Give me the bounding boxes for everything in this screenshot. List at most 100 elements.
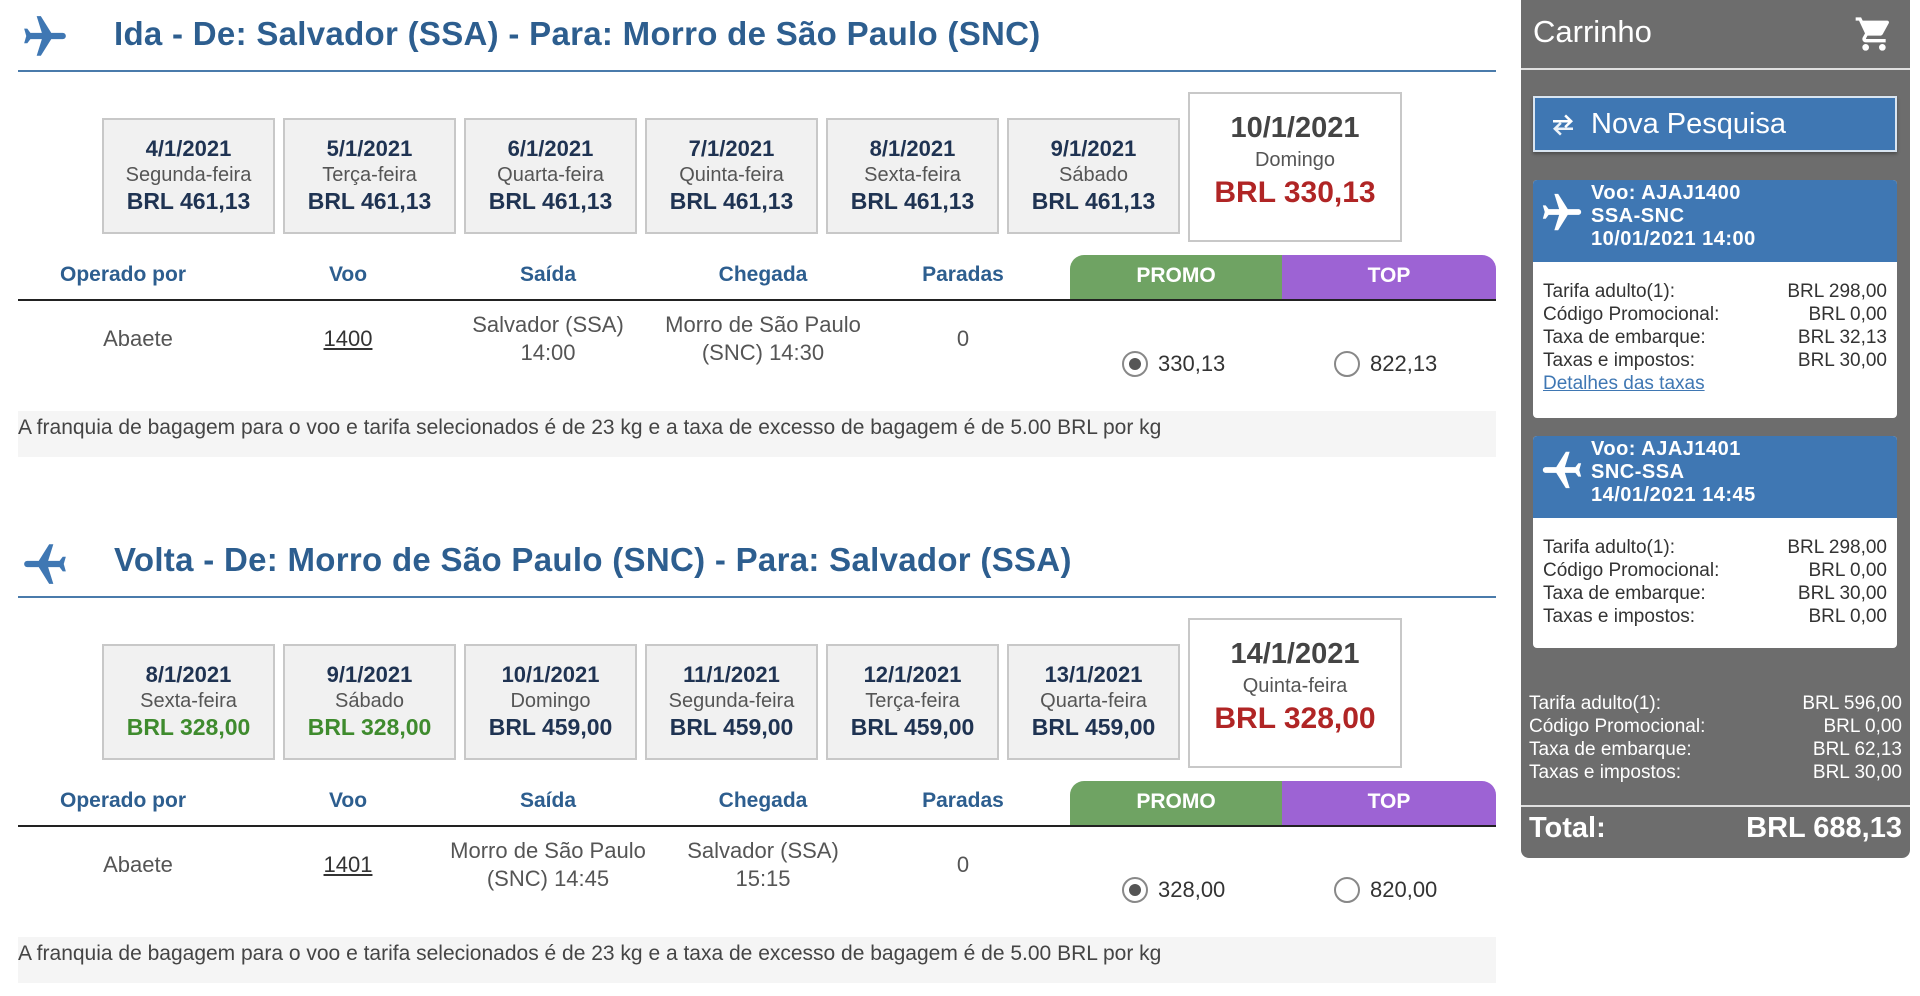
date-option[interactable]: 6/1/2021 Quarta-feira BRL 461,13: [464, 118, 637, 234]
cart-fee-list: Tarifa adulto(1): BRL 298,00 Código Promo…: [1543, 280, 1887, 395]
flight-number-link[interactable]: 1400: [323, 326, 373, 351]
radio-unchecked-icon[interactable]: [1334, 877, 1360, 903]
selected-date[interactable]: 14/1/2021 Quinta-feira BRL 328,00: [1188, 618, 1402, 768]
total-row: Taxas e impostos: BRL 30,00: [1529, 761, 1902, 784]
cart-panel: Carrinho Nova Pesquisa Voo: AJAJ1400 SSA…: [1521, 0, 1910, 858]
fee-label: Código Promocional:: [1543, 560, 1720, 581]
fee-label: Taxas e impostos:: [1543, 350, 1696, 371]
date-option[interactable]: 4/1/2021 Segunda-feira BRL 461,13: [102, 118, 275, 234]
date-option-price: BRL 461,13: [488, 188, 613, 214]
return-title: Volta - De: Morro de São Paulo (SNC) - P…: [114, 541, 1072, 578]
arrival-line1: Morro de São Paulo: [665, 312, 861, 337]
date-option[interactable]: 7/1/2021 Quinta-feira BRL 461,13: [645, 118, 818, 234]
fee-details-link[interactable]: Detalhes das taxas: [1543, 373, 1705, 394]
cart-header: Carrinho: [1521, 0, 1910, 70]
operator-name: Abaete: [103, 852, 173, 877]
col-top: TOP: [1282, 781, 1496, 825]
col-promo: PROMO: [1070, 255, 1282, 299]
new-search-label: Nova Pesquisa: [1591, 108, 1787, 140]
grand-total-value: BRL 688,13: [1746, 812, 1902, 844]
date-option-weekday: Quarta-feira: [1040, 690, 1147, 712]
col-flight: Voo: [328, 263, 368, 286]
date-option-weekday: Sexta-feira: [864, 164, 961, 186]
col-arrival: Chegada: [718, 789, 808, 812]
date-option[interactable]: 9/1/2021 Sábado BRL 461,13: [1007, 118, 1180, 234]
outbound-table-header: Operado por Voo Saída Chegada Paradas PR…: [18, 255, 1496, 301]
fee-value: BRL 30,00: [1797, 583, 1887, 604]
date-option[interactable]: 8/1/2021 Sexta-feira BRL 328,00: [102, 644, 275, 760]
col-flight: Voo: [328, 789, 368, 812]
departure-line2: (SNC) 14:45: [486, 866, 610, 891]
date-option-date: 9/1/2021: [1050, 136, 1137, 161]
date-option-price: BRL 461,13: [669, 188, 794, 214]
fee-label: Código Promocional:: [1543, 304, 1720, 325]
date-option-date: 12/1/2021: [863, 662, 962, 687]
date-option-date: 7/1/2021: [688, 136, 775, 161]
grand-total-label: Total:: [1529, 812, 1606, 844]
cart-title: Carrinho: [1533, 14, 1652, 49]
selected-date-date: 10/1/2021: [1230, 112, 1360, 144]
fee-value: BRL 0,00: [1808, 304, 1887, 325]
total-value: BRL 596,00: [1802, 693, 1902, 714]
arrival-info: Morro de São Paulo (SNC) 14:30: [648, 311, 878, 367]
date-option-weekday: Quarta-feira: [497, 164, 604, 186]
flight-row: Abaete 1400 Salvador (SSA) 14:00 Morro d…: [18, 301, 1496, 411]
date-option-weekday: Terça-feira: [322, 164, 417, 186]
promo-fare-radio[interactable]: 330,13: [1122, 351, 1225, 377]
date-option[interactable]: 5/1/2021 Terça-feira BRL 461,13: [283, 118, 456, 234]
top-fare-radio[interactable]: 820,00: [1334, 877, 1437, 903]
fee-row: Tarifa adulto(1): BRL 298,00: [1543, 536, 1887, 559]
radio-checked-icon[interactable]: [1122, 877, 1148, 903]
date-option-date: 8/1/2021: [869, 136, 956, 161]
col-departure: Saída: [519, 263, 577, 286]
total-label: Código Promocional:: [1529, 716, 1706, 737]
operator-name: Abaete: [103, 326, 173, 351]
date-option-date: 11/1/2021: [683, 662, 780, 687]
outbound-date-carousel: 4/1/2021 Segunda-feira BRL 461,13 5/1/20…: [102, 92, 1422, 242]
promo-fare-radio[interactable]: 328,00: [1122, 877, 1225, 903]
plane-icon: [1542, 451, 1582, 489]
plane-takeoff-icon: [24, 16, 66, 56]
col-operator: Operado por: [59, 263, 186, 286]
radio-unchecked-icon[interactable]: [1334, 351, 1360, 377]
selected-date[interactable]: 10/1/2021 Domingo BRL 330,13: [1188, 92, 1402, 242]
date-option-date: 8/1/2021: [145, 662, 232, 687]
selected-date-weekday: Quinta-feira: [1242, 675, 1348, 697]
date-option[interactable]: 10/1/2021 Domingo BRL 459,00: [464, 644, 637, 760]
total-value: BRL 30,00: [1812, 762, 1902, 783]
refresh-icon: [1553, 114, 1573, 136]
date-option-price: BRL 459,00: [850, 714, 975, 740]
date-option-date: 13/1/2021: [1044, 662, 1143, 687]
date-option-weekday: Domingo: [510, 690, 591, 712]
date-option[interactable]: 12/1/2021 Terça-feira BRL 459,00: [826, 644, 999, 760]
promo-fare-price: 328,00: [1158, 877, 1226, 902]
date-option-date: 10/1/2021: [501, 662, 600, 687]
flight-number-link[interactable]: 1401: [323, 852, 373, 877]
fee-value: BRL 32,13: [1797, 327, 1887, 348]
new-search-button[interactable]: Nova Pesquisa: [1533, 96, 1897, 152]
date-option[interactable]: 13/1/2021 Quarta-feira BRL 459,00: [1007, 644, 1180, 760]
date-option[interactable]: 9/1/2021 Sábado BRL 328,00: [283, 644, 456, 760]
date-option-price: BRL 459,00: [669, 714, 794, 740]
fee-row: Taxas e impostos: BRL 30,00: [1543, 349, 1887, 372]
stops-count: 0: [956, 326, 970, 351]
cart-flight-number: Voo: AJAJ1400: [1591, 182, 1741, 204]
date-option-date: 5/1/2021: [326, 136, 413, 161]
flight-results: Ida - De: Salvador (SSA) - Para: Morro d…: [18, 15, 1496, 965]
cart-totals: Tarifa adulto(1): BRL 596,00 Código Promo…: [1529, 692, 1902, 784]
radio-checked-icon[interactable]: [1122, 351, 1148, 377]
promo-fare-price: 330,13: [1158, 351, 1226, 376]
col-promo: PROMO: [1070, 781, 1282, 825]
col-stops: Paradas: [922, 263, 1004, 286]
fee-label: Taxas e impostos:: [1543, 606, 1696, 627]
selected-date-price: BRL 328,00: [1214, 702, 1376, 735]
top-fare-radio[interactable]: 822,13: [1334, 351, 1437, 377]
date-option[interactable]: 11/1/2021 Segunda-feira BRL 459,00: [645, 644, 818, 760]
plane-landing-icon: [24, 544, 66, 584]
fee-row: Tarifa adulto(1): BRL 298,00: [1543, 280, 1887, 303]
date-option[interactable]: 8/1/2021 Sexta-feira BRL 461,13: [826, 118, 999, 234]
arrival-line2: 15:15: [735, 866, 791, 891]
selected-date-price: BRL 330,13: [1214, 176, 1376, 209]
arrival-line1: Salvador (SSA): [687, 838, 839, 863]
return-table-header: Operado por Voo Saída Chegada Paradas PR…: [18, 781, 1496, 827]
